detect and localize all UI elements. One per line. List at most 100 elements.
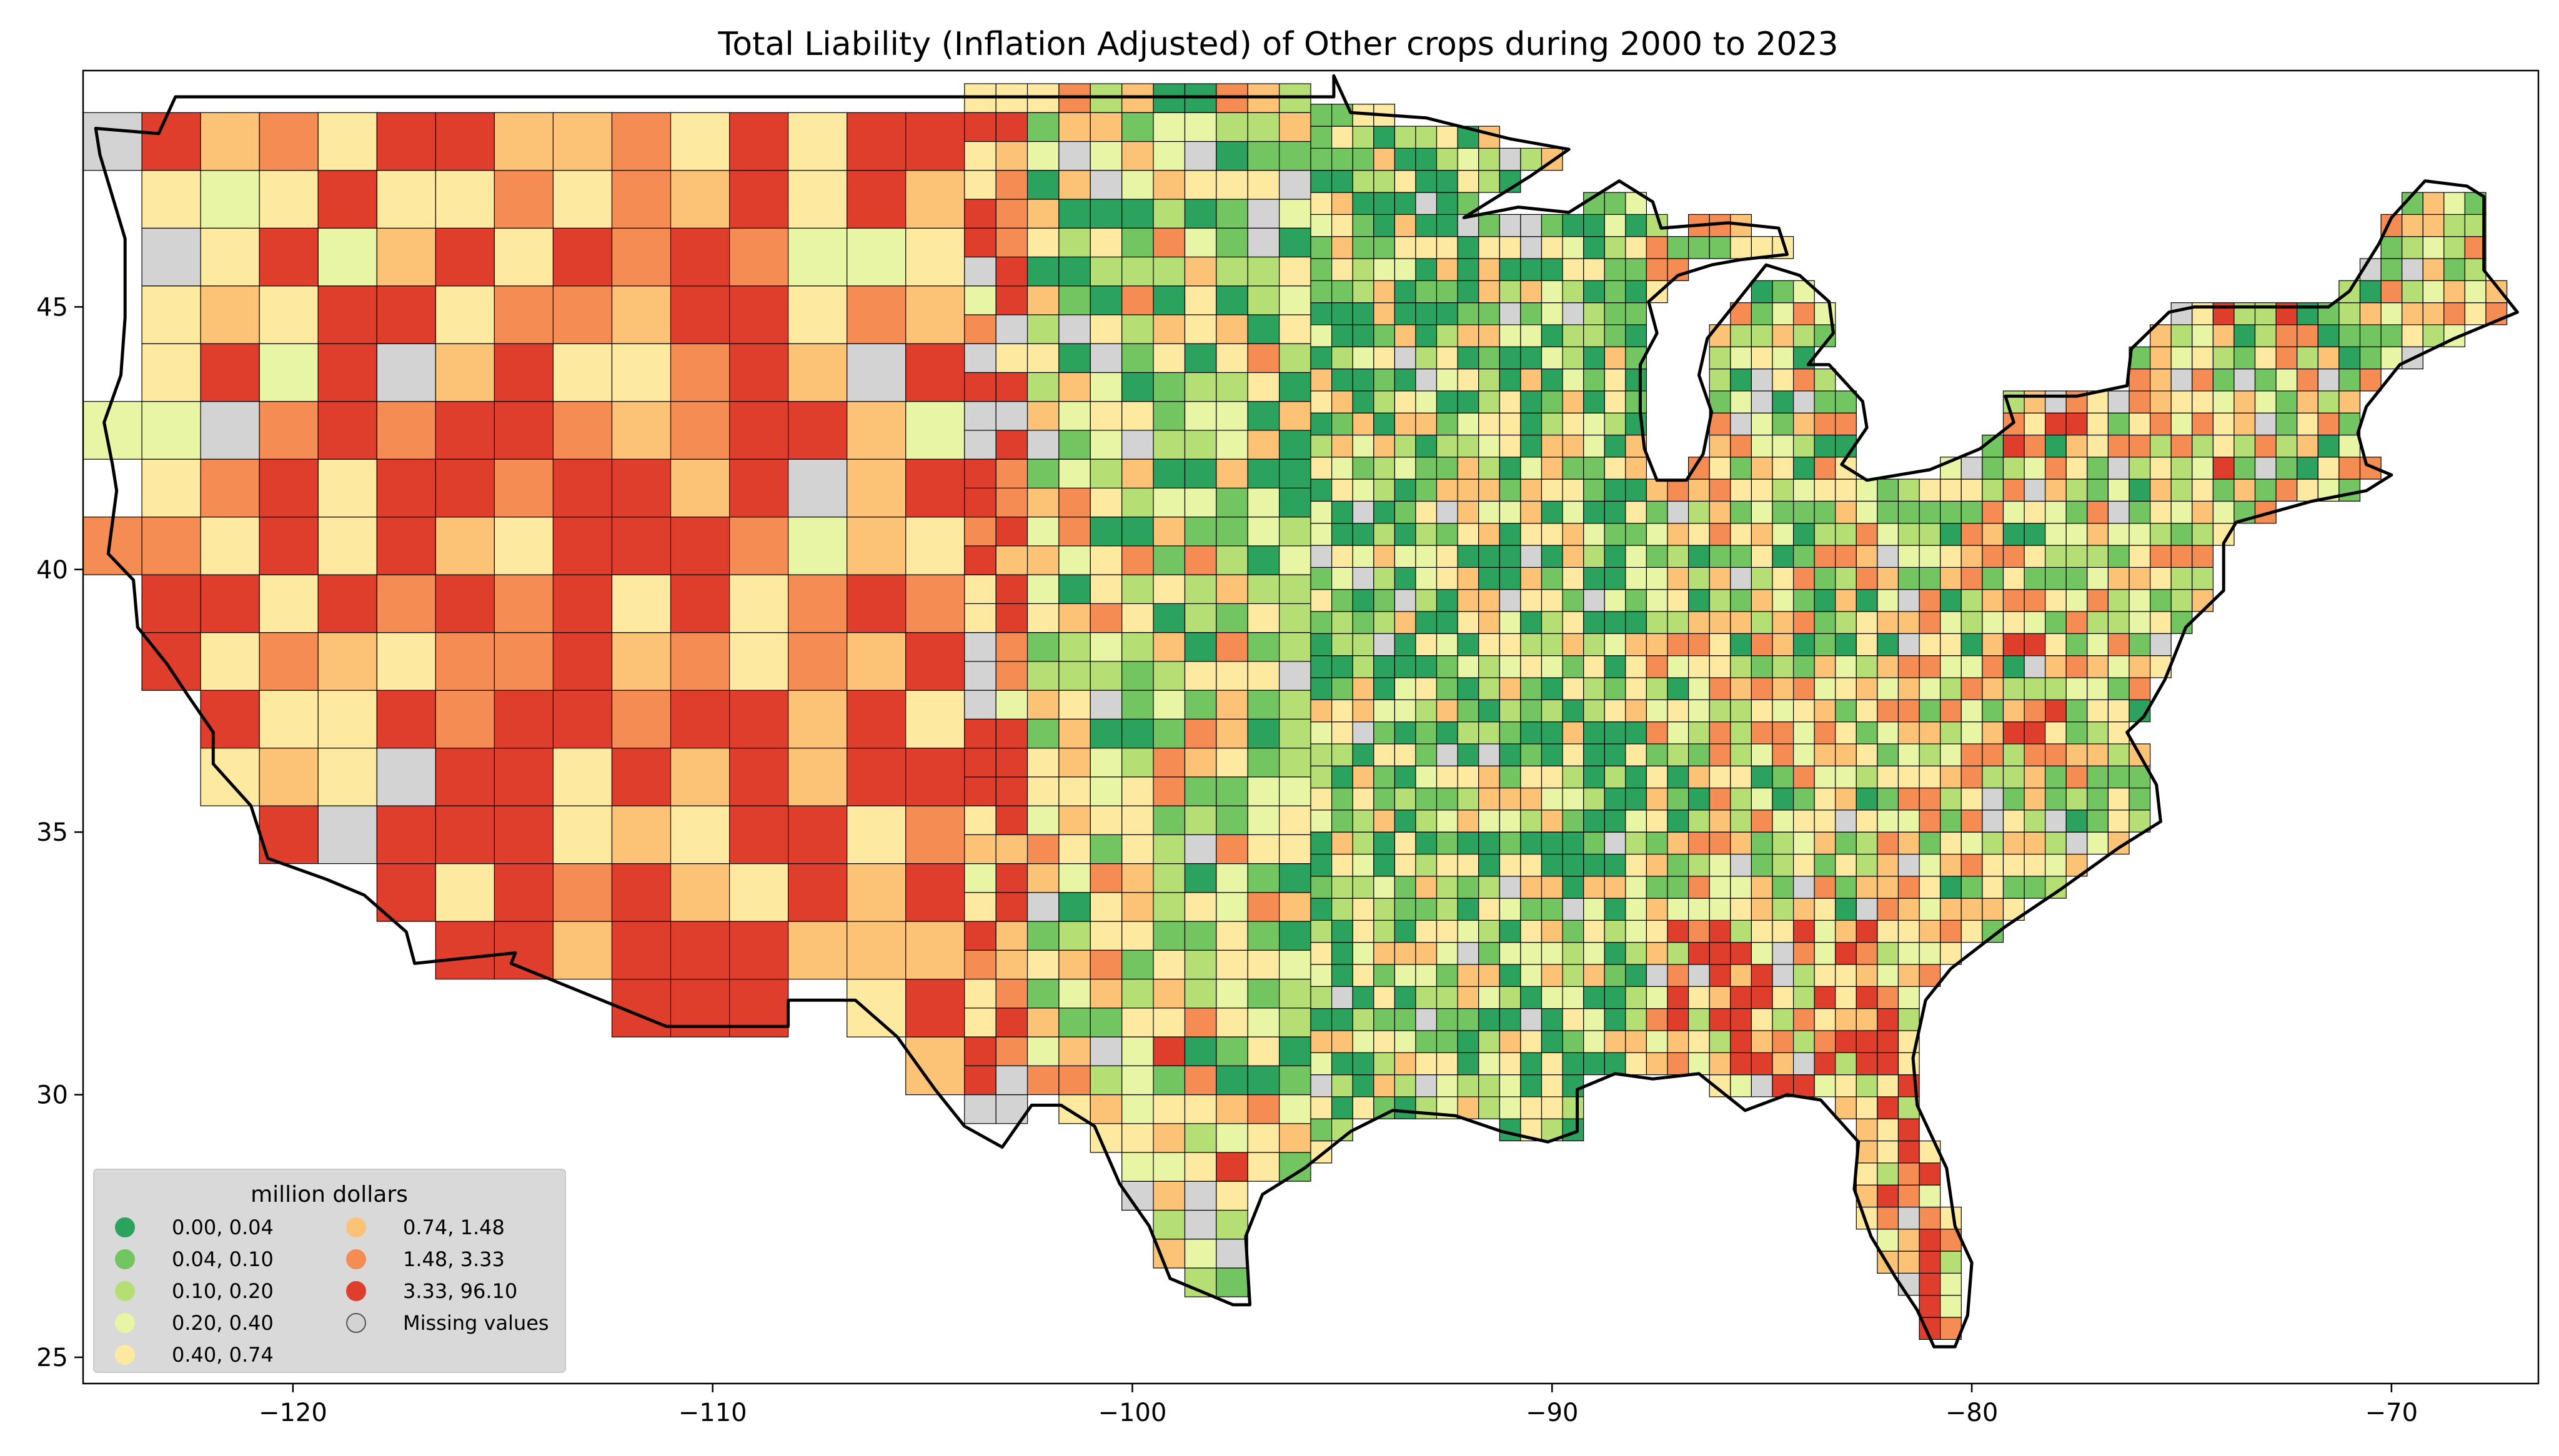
county-cell — [1541, 942, 1563, 965]
county-cell — [2297, 390, 2318, 414]
county-cell — [1457, 545, 1479, 568]
county-cell — [1394, 677, 1416, 700]
county-cell — [1897, 721, 1920, 745]
county-cell — [1646, 500, 1668, 524]
county-cell — [1625, 677, 1647, 700]
county-cell — [1751, 986, 1773, 1009]
county-cell — [1499, 302, 1521, 325]
county-cell — [494, 517, 554, 575]
county-cell — [1058, 285, 1091, 315]
county-cell — [1667, 787, 1689, 811]
county-cell — [1090, 487, 1123, 518]
county-cell — [376, 458, 436, 518]
county-cell — [1415, 1008, 1438, 1031]
county-cell — [1814, 1030, 1836, 1053]
county-cell — [1373, 523, 1396, 546]
county-cell — [847, 343, 907, 402]
county-cell — [1499, 545, 1521, 568]
county-cell — [1499, 280, 1521, 304]
county-cell — [2065, 699, 2088, 723]
county-cell — [1688, 236, 1710, 259]
county-cell — [1960, 589, 1983, 612]
county-cell — [1772, 942, 1794, 965]
county-cell — [1604, 214, 1626, 237]
county-cell — [1216, 170, 1248, 200]
county-cell — [1058, 1036, 1091, 1066]
us-outline — [94, 74, 2519, 1349]
county-cell — [1793, 765, 1815, 789]
county-cell — [611, 574, 672, 633]
county-cell — [1457, 390, 1479, 414]
county-cell — [1541, 1074, 1563, 1097]
county-cell — [1919, 942, 1941, 965]
x-tick-label: −70 — [2365, 1399, 2418, 1427]
county-cell — [1897, 567, 1920, 590]
county-cell — [1960, 898, 1983, 921]
county-cell — [1520, 787, 1543, 811]
county-cell — [1331, 810, 1353, 833]
county-cell — [1982, 677, 2004, 700]
county-cell — [1730, 500, 1752, 524]
county-cell — [670, 285, 730, 344]
county-cell — [1897, 1162, 1920, 1186]
county-cell — [1457, 853, 1479, 877]
county-cell — [1310, 214, 1333, 237]
county-cell — [1960, 743, 1983, 766]
county-cell — [1352, 853, 1374, 877]
county-cell — [787, 401, 848, 460]
county-cell — [1352, 500, 1374, 524]
county-cell — [1457, 523, 1479, 546]
county-cell — [1394, 1008, 1416, 1031]
county-cell — [995, 1036, 1028, 1066]
county-cell — [376, 343, 436, 402]
county-cell — [1520, 214, 1543, 237]
county-cell — [1835, 721, 1857, 745]
county-cell — [964, 892, 996, 922]
county-cell — [1814, 831, 1836, 855]
county-cell — [1026, 632, 1060, 662]
county-cell — [2422, 236, 2445, 259]
county-cell — [317, 517, 377, 575]
county-cell — [2087, 611, 2109, 634]
county-cell — [1583, 324, 1605, 347]
county-cell — [1457, 919, 1479, 943]
county-cell — [2107, 743, 2130, 766]
county-cell — [1436, 500, 1458, 524]
county-cell — [1090, 863, 1123, 893]
county-cell — [552, 227, 613, 287]
county-cell — [847, 805, 907, 864]
county-cell — [1090, 718, 1123, 749]
county-cell — [1667, 633, 1689, 656]
county-cell — [1688, 457, 1710, 480]
county-cell — [1026, 1008, 1060, 1038]
county-cell — [1604, 434, 1626, 458]
county-cell — [1026, 863, 1060, 893]
county-cell — [964, 227, 996, 258]
county-cell — [1394, 810, 1416, 833]
county-cell — [1541, 964, 1563, 987]
county-cell — [1541, 1030, 1563, 1053]
county-cell — [1562, 677, 1584, 700]
county-cell — [1625, 919, 1647, 943]
county-cell — [1604, 589, 1626, 612]
county-cell — [1604, 324, 1626, 347]
county-cell — [1415, 986, 1438, 1009]
county-cell — [2150, 412, 2172, 436]
county-cell — [1877, 964, 1899, 987]
county-cell — [1730, 964, 1752, 987]
county-cell — [2107, 478, 2130, 502]
county-cell — [1583, 721, 1605, 745]
county-cell — [1688, 831, 1710, 855]
county-cell — [2107, 655, 2130, 678]
county-cell — [1583, 699, 1605, 723]
county-cell — [1216, 112, 1248, 142]
county-cell — [317, 632, 377, 691]
county-cell — [2107, 545, 2130, 568]
county-cell — [1835, 810, 1857, 833]
county-cell — [1394, 170, 1416, 193]
county-cell — [1184, 545, 1217, 575]
county-cell — [1394, 324, 1416, 347]
county-cell — [200, 458, 260, 518]
county-cell — [259, 458, 319, 518]
county-cell — [552, 401, 613, 460]
